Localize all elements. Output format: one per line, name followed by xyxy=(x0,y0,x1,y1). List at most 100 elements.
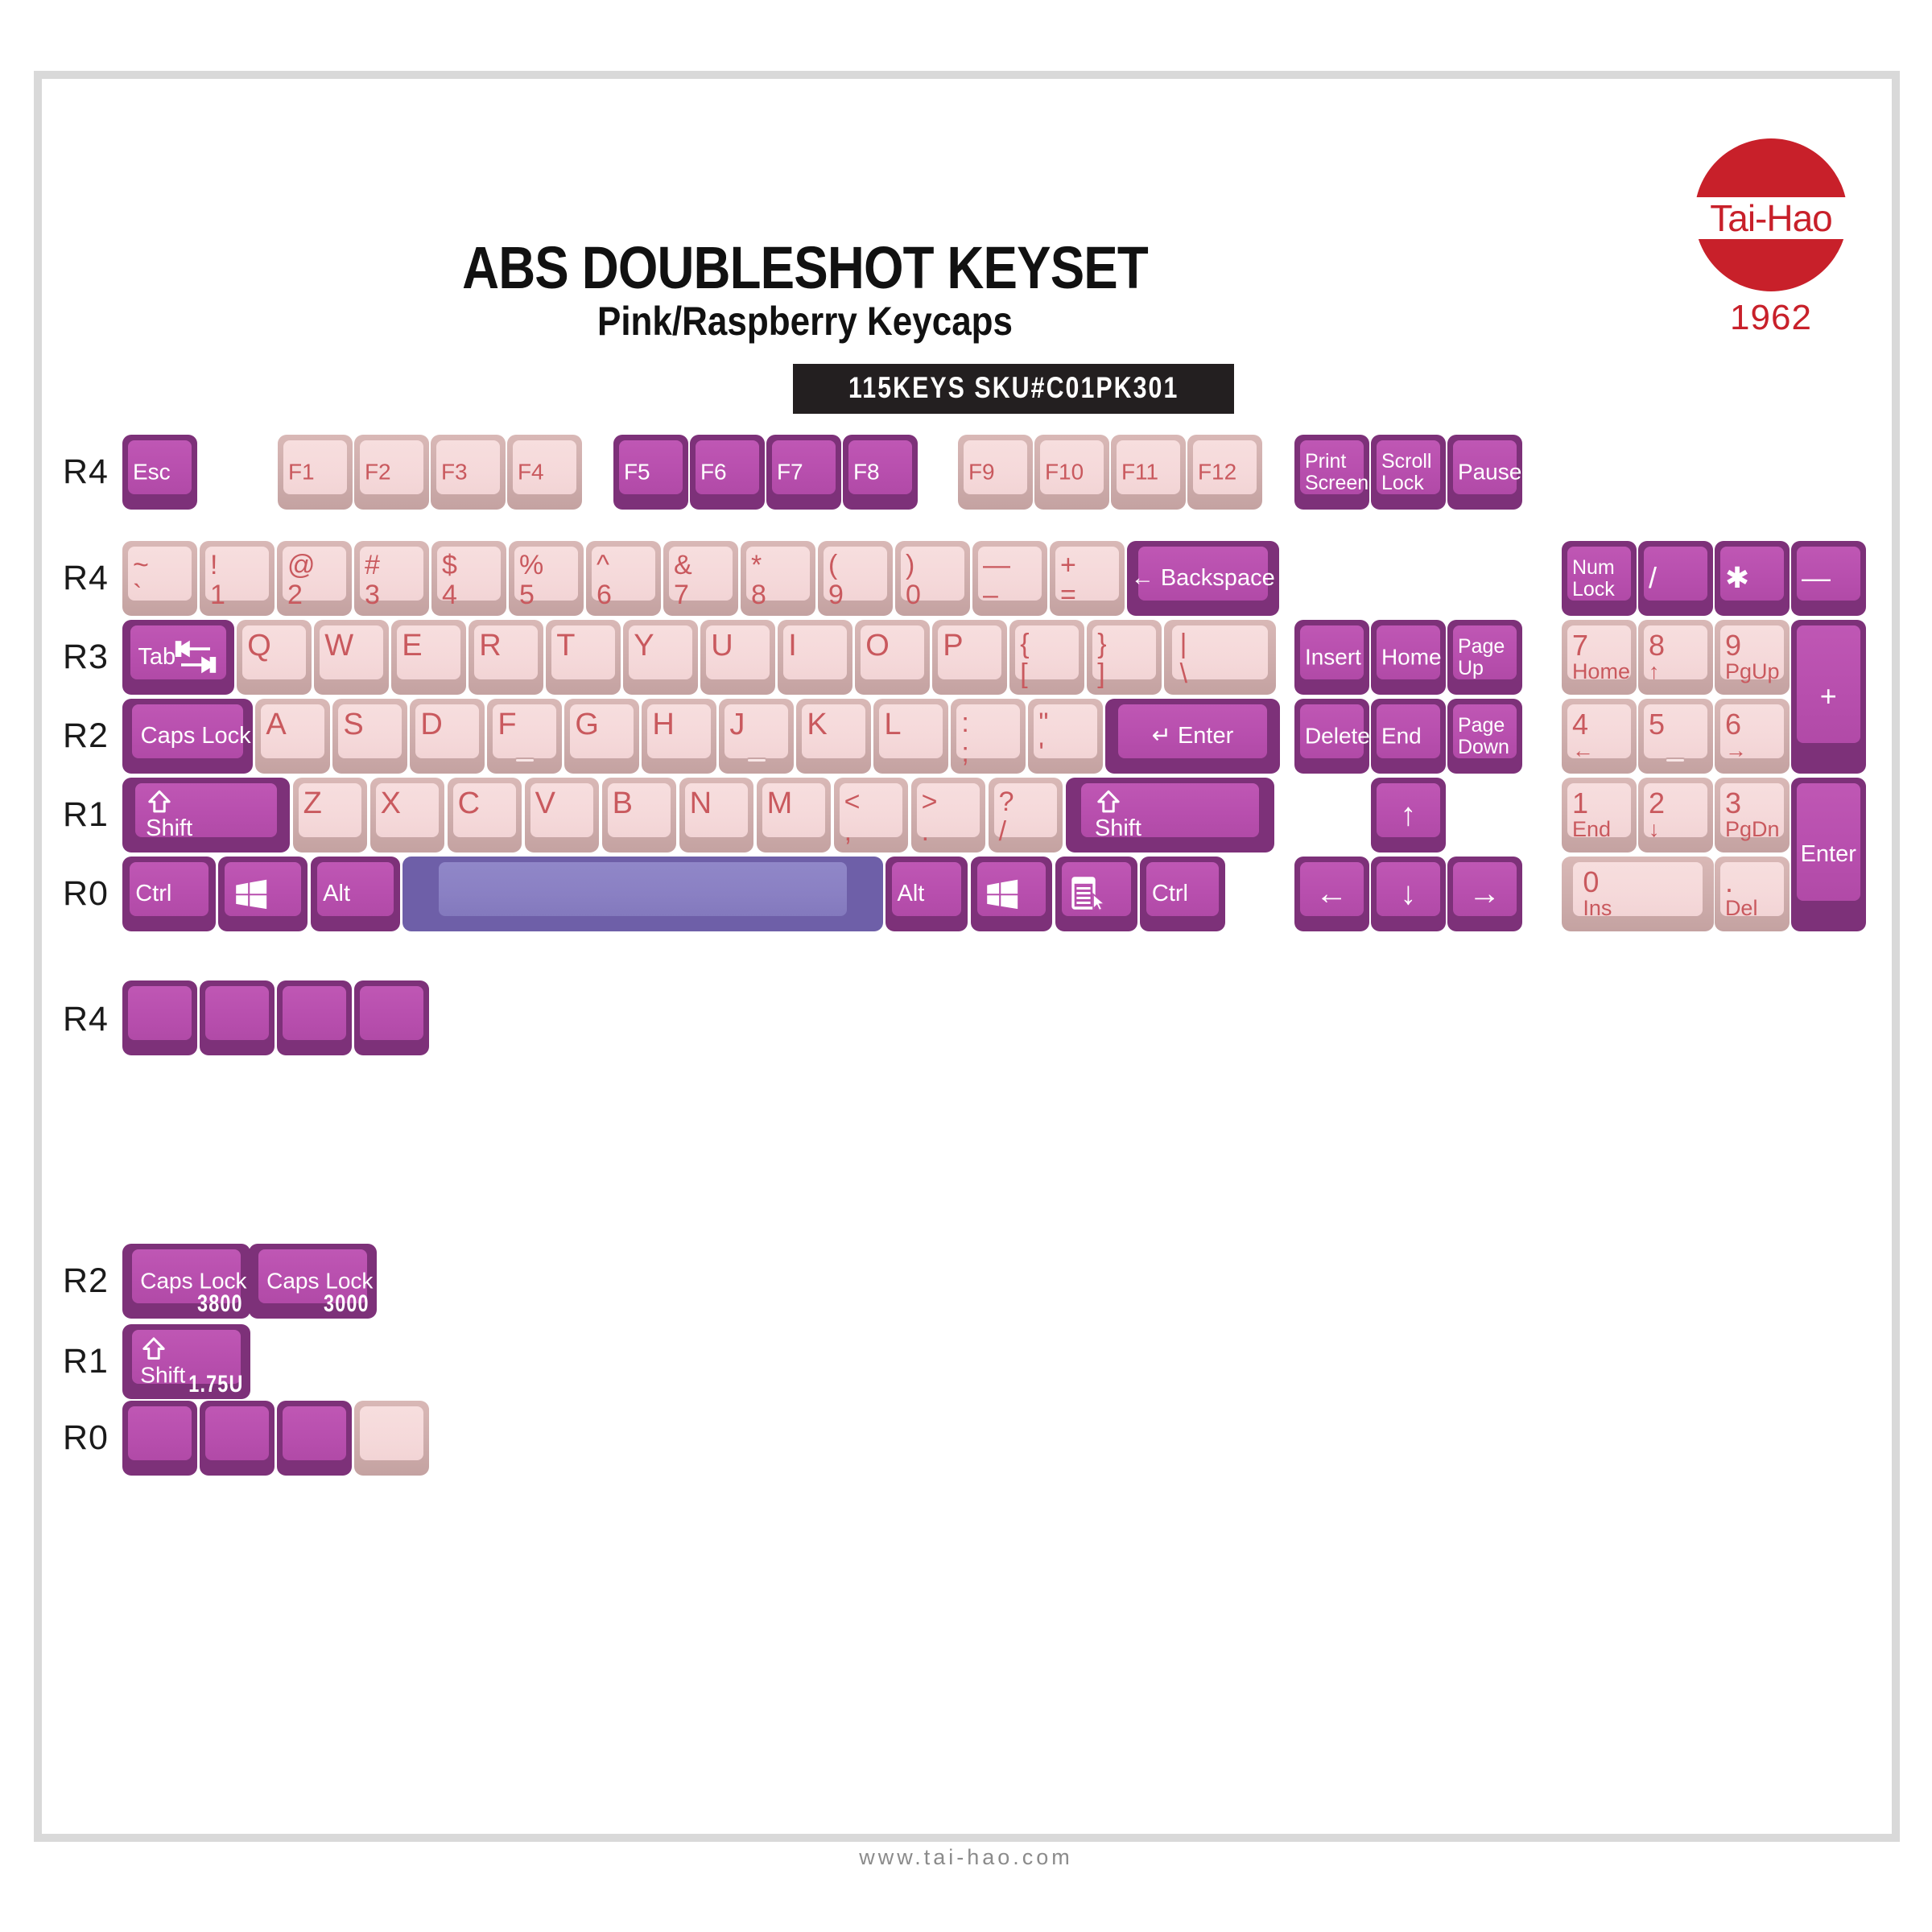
keycap-delete[interactable]: Delete xyxy=(1294,699,1370,774)
keycap-comma[interactable]: <, xyxy=(833,778,909,852)
keycap-f3[interactable]: F3 xyxy=(431,435,506,510)
keycap-e[interactable]: E xyxy=(391,620,466,695)
keycap-extra-caps-lock-3800[interactable]: Caps Lock 3800 xyxy=(122,1244,251,1319)
keycap-numpad-4[interactable]: 4 ← xyxy=(1562,699,1637,774)
keycap-enter[interactable]: ↵ Enter xyxy=(1105,699,1280,774)
keycap-arrow-down[interactable]: ↓ xyxy=(1371,857,1446,931)
keycap-win-left[interactable] xyxy=(218,857,308,931)
keycap-numpad-7[interactable]: 7 Home xyxy=(1562,620,1637,695)
keycap-5[interactable]: % 5 xyxy=(509,541,584,616)
keycap-f6[interactable]: F6 xyxy=(690,435,765,510)
keycap-win-right[interactable] xyxy=(970,857,1053,931)
keycap-f1[interactable]: F1 xyxy=(278,435,353,510)
keycap-period[interactable]: >. xyxy=(910,778,986,852)
keycap-shift-left[interactable]: Shift xyxy=(122,778,291,852)
keycap-numpad-9[interactable]: 9 PgUp xyxy=(1715,620,1790,695)
keycap-k[interactable]: K xyxy=(796,699,871,774)
keycap-f4[interactable]: F4 xyxy=(507,435,582,510)
keycap-tilde[interactable]: ~ ` xyxy=(122,541,197,616)
keycap-equal[interactable]: + = xyxy=(1050,541,1125,616)
keycap-extra-blank-3[interactable] xyxy=(277,980,352,1055)
keycap-3[interactable]: #3 xyxy=(354,541,429,616)
keycap-end[interactable]: End xyxy=(1371,699,1446,774)
keycap-9[interactable]: (9 xyxy=(818,541,893,616)
keycap-arrow-left[interactable]: ← xyxy=(1294,857,1369,931)
keycap-extra-mod-4[interactable] xyxy=(354,1401,429,1476)
keycap-alt-left[interactable]: Alt xyxy=(310,857,400,931)
keycap-ctrl-right[interactable]: Ctrl xyxy=(1140,857,1226,931)
keycap-z[interactable]: Z xyxy=(292,778,368,852)
keycap-extra-shift-175u[interactable]: Shift 1.75U xyxy=(122,1324,251,1399)
keycap-8[interactable]: * 8 xyxy=(741,541,815,616)
keycap-numpad-decimal[interactable]: . Del xyxy=(1715,857,1790,931)
keycap-f10[interactable]: F10 xyxy=(1034,435,1109,510)
keycap-bracket-right[interactable]: }] xyxy=(1087,620,1162,695)
keycap-f7[interactable]: F7 xyxy=(766,435,841,510)
keycap-2[interactable]: @2 xyxy=(277,541,352,616)
keycap-insert[interactable]: Insert xyxy=(1294,620,1369,695)
keycap-0[interactable]: ) 0 xyxy=(895,541,970,616)
keycap-g[interactable]: G xyxy=(564,699,639,774)
keycap-w[interactable]: W xyxy=(314,620,389,695)
keycap-esc[interactable]: Esc xyxy=(122,435,197,510)
keycap-slash[interactable]: ? / xyxy=(988,778,1063,852)
keycap-numpad-8[interactable]: 8 ↑ xyxy=(1638,620,1713,695)
keycap-arrow-right[interactable]: → xyxy=(1447,857,1522,931)
keycap-x[interactable]: X xyxy=(369,778,445,852)
keycap-numpad-enter[interactable]: Enter xyxy=(1791,778,1866,931)
keycap-caps-lock[interactable]: Caps Lock xyxy=(122,699,253,774)
keycap-print-screen[interactable]: Print Screen xyxy=(1294,435,1369,510)
keycap-6[interactable]: ^ 6 xyxy=(586,541,661,616)
keycap-f12[interactable]: F12 xyxy=(1187,435,1262,510)
keycap-f8[interactable]: F8 xyxy=(843,435,918,510)
keycap-a[interactable]: A xyxy=(255,699,330,774)
keycap-minus[interactable]: — – xyxy=(972,541,1047,616)
keycap-backslash[interactable]: | \ xyxy=(1164,620,1276,695)
keycap-u[interactable]: U xyxy=(700,620,775,695)
keycap-j[interactable]: J xyxy=(719,699,794,774)
keycap-1[interactable]: ! 1 xyxy=(200,541,275,616)
keycap-numpad-3[interactable]: 3 PgDn xyxy=(1715,778,1790,852)
keycap-t[interactable]: T xyxy=(546,620,621,695)
keycap-extra-blank-1[interactable] xyxy=(122,980,197,1055)
keycap-c[interactable]: C xyxy=(447,778,522,852)
keycap-space[interactable] xyxy=(402,857,883,931)
keycap-tab[interactable]: Tab xyxy=(122,620,234,695)
keycap-page-down[interactable]: Page Down xyxy=(1447,699,1522,774)
keycap-y[interactable]: Y xyxy=(623,620,698,695)
keycap-numpad-multiply[interactable]: ✱ xyxy=(1715,541,1790,616)
keycap-p[interactable]: P xyxy=(932,620,1007,695)
keycap-bracket-left[interactable]: {[ xyxy=(1009,620,1084,695)
keycap-extra-blank-2[interactable] xyxy=(200,980,275,1055)
keycap-m[interactable]: M xyxy=(756,778,832,852)
keycap-7[interactable]: & 7 xyxy=(663,541,738,616)
keycap-numpad-0[interactable]: 0 Ins xyxy=(1562,857,1714,931)
keycap-4[interactable]: $4 xyxy=(431,541,506,616)
keycap-semicolon[interactable]: :; xyxy=(951,699,1026,774)
keycap-ctrl-left[interactable]: Ctrl xyxy=(122,857,216,931)
keycap-numpad-6[interactable]: 6 → xyxy=(1715,699,1790,774)
keycap-n[interactable]: N xyxy=(679,778,754,852)
keycap-backspace[interactable]: ← Backspace xyxy=(1127,541,1279,616)
keycap-f2[interactable]: F2 xyxy=(354,435,429,510)
keycap-numpad-minus[interactable]: — xyxy=(1791,541,1866,616)
keycap-extra-blank-4[interactable] xyxy=(354,980,429,1055)
keycap-arrow-up[interactable]: ↑ xyxy=(1371,778,1446,852)
keycap-numpad-5[interactable]: 5 xyxy=(1638,699,1713,774)
keycap-menu[interactable] xyxy=(1055,857,1137,931)
keycap-s[interactable]: S xyxy=(332,699,407,774)
keycap-shift-right[interactable]: Shift xyxy=(1065,778,1274,852)
keycap-f11[interactable]: F11 xyxy=(1111,435,1186,510)
keycap-extra-mod-2[interactable] xyxy=(200,1401,275,1476)
keycap-num-lock[interactable]: Num Lock xyxy=(1562,541,1637,616)
keycap-page-up[interactable]: Page Up xyxy=(1447,620,1522,695)
keycap-scroll-lock[interactable]: Scroll Lock xyxy=(1371,435,1446,510)
keycap-f5[interactable]: F5 xyxy=(613,435,688,510)
keycap-numpad-divide[interactable]: / xyxy=(1638,541,1713,616)
keycap-i[interactable]: I xyxy=(778,620,852,695)
keycap-o[interactable]: O xyxy=(855,620,930,695)
keycap-v[interactable]: V xyxy=(524,778,600,852)
keycap-r[interactable]: R xyxy=(469,620,543,695)
keycap-alt-right[interactable]: Alt xyxy=(886,857,968,931)
keycap-numpad-plus[interactable]: + xyxy=(1791,620,1866,774)
